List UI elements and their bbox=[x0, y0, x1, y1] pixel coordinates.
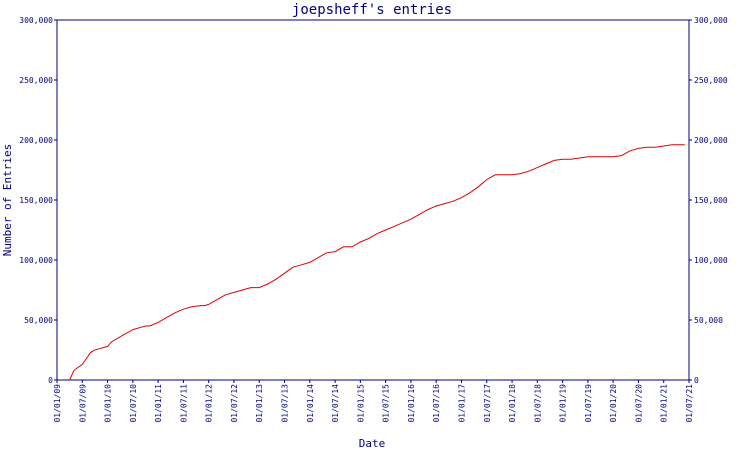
x-axis: 01/01/09 01/07/09 01/01/10 01/07/10 01/01/11… bbox=[53, 380, 694, 423]
x-tick-label: 01/01/12 bbox=[205, 384, 214, 423]
y-tick-label-right: 50,000 bbox=[694, 316, 723, 325]
y-tick-label-right: 250,000 bbox=[694, 76, 728, 85]
x-tick-label: 01/07/09 bbox=[78, 384, 87, 423]
y-tick-label-left: 300,000 bbox=[19, 16, 53, 25]
x-axis-title: Date bbox=[359, 437, 386, 450]
y-axis-left: 0 50,000 100,000 150,000 200,000 250,000 300,0… bbox=[19, 16, 57, 385]
x-tick-label: 01/01/17 bbox=[457, 384, 466, 423]
x-tick-label: 01/01/18 bbox=[508, 384, 517, 423]
y-tick-label-right: 0 bbox=[694, 376, 699, 385]
x-tick-label: 01/07/11 bbox=[179, 384, 188, 423]
y-tick-label-left: 50,000 bbox=[24, 316, 53, 325]
series-line-entries bbox=[69, 144, 685, 381]
y-tick-label-left: 200,000 bbox=[19, 136, 53, 145]
y-tick-label-left: 150,000 bbox=[19, 196, 53, 205]
y-axis-right: 0 50,000 100,000 150,000 200,000 250,000 300,0… bbox=[689, 16, 728, 385]
x-tick-label: 01/07/14 bbox=[331, 384, 340, 423]
x-tick-label: 01/01/13 bbox=[255, 384, 264, 423]
y-tick-label-right: 100,000 bbox=[694, 256, 728, 265]
y-tick-label-left: 0 bbox=[48, 376, 53, 385]
y-tick-label-right: 300,000 bbox=[694, 16, 728, 25]
x-tick-label: 01/01/10 bbox=[104, 384, 113, 423]
chart-title: joepsheff's entries bbox=[292, 2, 452, 18]
x-tick-label: 01/07/18 bbox=[533, 384, 542, 423]
x-tick-label: 01/01/11 bbox=[154, 384, 163, 423]
x-tick-label: 01/01/20 bbox=[609, 384, 618, 423]
y-tick-label-left: 100,000 bbox=[19, 256, 53, 265]
x-tick-label: 01/01/16 bbox=[407, 384, 416, 423]
y-tick-label-right: 150,000 bbox=[694, 196, 728, 205]
x-tick-label: 01/01/14 bbox=[306, 384, 315, 423]
y-axis-title: Number of Entries bbox=[1, 144, 14, 257]
x-tick-label: 01/07/12 bbox=[230, 384, 239, 423]
x-tick-label: 01/07/17 bbox=[483, 384, 492, 423]
y-tick-label-right: 200,000 bbox=[694, 136, 728, 145]
x-tick-label: 01/07/20 bbox=[634, 384, 643, 423]
x-tick-label: 01/01/19 bbox=[559, 384, 568, 423]
x-tick-label: 01/07/15 bbox=[382, 384, 391, 423]
x-tick-label: 01/07/13 bbox=[281, 384, 290, 423]
plot-frame bbox=[56, 19, 690, 381]
x-tick-label: 01/07/16 bbox=[432, 384, 441, 423]
y-tick-label-left: 250,000 bbox=[19, 76, 53, 85]
x-tick-label: 01/07/10 bbox=[129, 384, 138, 423]
x-tick-label: 01/01/21 bbox=[660, 384, 669, 423]
x-tick-label: 01/07/19 bbox=[584, 384, 593, 423]
x-tick-label: 01/07/21 bbox=[685, 384, 694, 423]
x-tick-label: 01/01/09 bbox=[53, 384, 62, 423]
x-tick-label: 01/01/15 bbox=[356, 384, 365, 423]
